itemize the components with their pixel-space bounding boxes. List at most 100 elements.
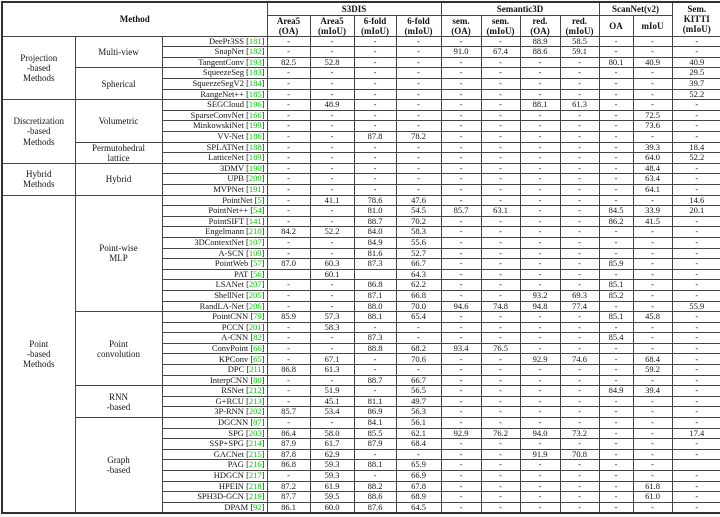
citation-link[interactable]: 215 (248, 449, 262, 459)
value-cell: - (671, 131, 720, 143)
citation-link[interactable]: 214 (248, 438, 262, 449)
value-cell: - (480, 438, 521, 450)
method-name-cell: InterpCNN [80] (161, 374, 268, 387)
citation-link[interactable]: 193 (248, 57, 262, 67)
citation-link[interactable]: 219 (248, 491, 262, 502)
value-cell: - (266, 152, 311, 164)
value-cell: - (353, 385, 397, 397)
citation-link[interactable]: 54 (253, 205, 262, 216)
citation-link[interactable]: 218 (248, 481, 262, 491)
citation-link[interactable]: 56 (253, 269, 262, 279)
value-cell: - (632, 448, 673, 461)
value-cell: - (480, 109, 521, 122)
citation-link[interactable]: 82 (253, 332, 262, 343)
citation-link[interactable]: 200 (248, 173, 262, 184)
value-cell: - (671, 236, 720, 249)
value-cell: - (309, 205, 355, 217)
citation-link[interactable]: 182 (248, 46, 262, 57)
citation-link[interactable]: 201 (248, 322, 262, 332)
table-row: A-SCN [109] - -81.6 52.7- - - - - - - (2, 247, 720, 260)
citation-link[interactable]: 203 (248, 428, 262, 438)
citation-link[interactable]: 141 (248, 216, 262, 226)
citation-link[interactable]: 65 (253, 353, 262, 364)
value-cell: - (266, 120, 311, 132)
citation-link[interactable]: 217 (248, 470, 262, 481)
citation-link[interactable]: 87 (253, 417, 262, 428)
value-cell: - (519, 268, 561, 281)
citation-link[interactable]: 57 (253, 258, 262, 269)
citation-link[interactable]: 211 (249, 364, 262, 375)
value-cell: - (559, 194, 600, 207)
citation-link[interactable]: 79 (253, 311, 262, 322)
value-cell: 61.8 (632, 480, 673, 493)
value-cell: - (519, 162, 561, 175)
table-body: Projection -based Methods Multi-view DeePr… (1, 35, 720, 514)
table-row: DPC [211] 86.8 61.3- - - - - - -59.2- (2, 364, 720, 376)
value-cell: - (632, 131, 673, 143)
value-cell: 84.0 (353, 226, 397, 238)
value-cell: 41.5 (632, 215, 673, 228)
citation-link[interactable]: 196 (248, 99, 262, 110)
value-cell: - (266, 342, 311, 355)
citation-link[interactable]: 190 (248, 163, 262, 173)
citation-link[interactable]: 109 (248, 248, 262, 258)
citation-link[interactable]: 181 (248, 36, 262, 46)
value-cell: - (559, 162, 600, 175)
citation-link[interactable]: 202 (248, 406, 262, 417)
citation-link[interactable]: 183 (248, 67, 262, 78)
method-name-cell: ConvPoint [66] (161, 342, 268, 355)
citation-link[interactable]: 80 (253, 375, 262, 385)
value-cell: 94.8 (519, 300, 561, 313)
citation-link[interactable]: 216 (248, 459, 262, 470)
table-row: 3P-RNN [202] 85.7 53.4 86.9 56.3- - - - - - - (2, 406, 720, 419)
value-cell: - (632, 226, 673, 238)
value-cell: 39.3 (632, 141, 673, 154)
value-cell: - (266, 78, 311, 90)
citation-link[interactable]: 213 (248, 396, 262, 406)
citation-link[interactable]: 210 (248, 226, 262, 237)
value-cell: 92.9 (519, 353, 561, 366)
citation-link[interactable]: 205 (248, 290, 262, 300)
value-cell: 86.2 (598, 215, 634, 228)
value-cell: - (559, 88, 600, 101)
value-cell: - (671, 311, 720, 323)
citation-link[interactable]: 189 (248, 152, 262, 163)
value-cell: - (559, 342, 600, 355)
citation-link[interactable]: 212 (248, 385, 262, 396)
citation-link[interactable]: 186 (248, 131, 262, 142)
value-cell: - (598, 364, 634, 376)
value-cell: 39.7 (671, 78, 720, 90)
value-cell: - (671, 332, 720, 344)
citation-link[interactable]: 191 (248, 184, 262, 194)
citation-link[interactable]: 5 (257, 195, 262, 205)
value-cell: - (309, 141, 355, 154)
value-cell: 78.2 (395, 131, 442, 143)
citation-link[interactable]: 188 (248, 142, 262, 152)
value-cell: - (519, 67, 561, 80)
value-cell: - (395, 448, 442, 461)
citation-link[interactable]: 207 (248, 279, 262, 290)
citation-link[interactable]: 166 (248, 110, 262, 120)
value-cell: - (598, 46, 634, 58)
table-row: GACNet [215] 87.8 62.9- - - -91.9 70.8- - - (2, 448, 720, 461)
value-cell: - (598, 427, 634, 440)
citation-link[interactable]: 184 (248, 78, 262, 89)
method-name-cell: MVPNet [191] (161, 183, 268, 196)
value-cell: - (353, 173, 397, 185)
citation-link[interactable]: 66 (253, 343, 262, 353)
value-cell: 85.9 (266, 311, 311, 323)
value-cell: - (632, 300, 673, 313)
citation-link[interactable]: 92 (253, 502, 262, 512)
value-cell: - (671, 268, 720, 281)
citation-link[interactable]: 185 (248, 89, 262, 99)
value-cell: - (559, 205, 600, 217)
value-cell: - (519, 332, 561, 344)
citation-link[interactable]: 206 (248, 301, 262, 311)
citation-link[interactable]: 107 (248, 237, 262, 247)
value-cell: - (480, 88, 521, 101)
value-cell: - (671, 258, 720, 270)
value-cell: 61.3 (309, 364, 355, 376)
citation-link[interactable]: 199 (248, 120, 262, 131)
value-cell: 61.3 (559, 99, 600, 111)
value-cell: 85.9 (598, 258, 634, 270)
